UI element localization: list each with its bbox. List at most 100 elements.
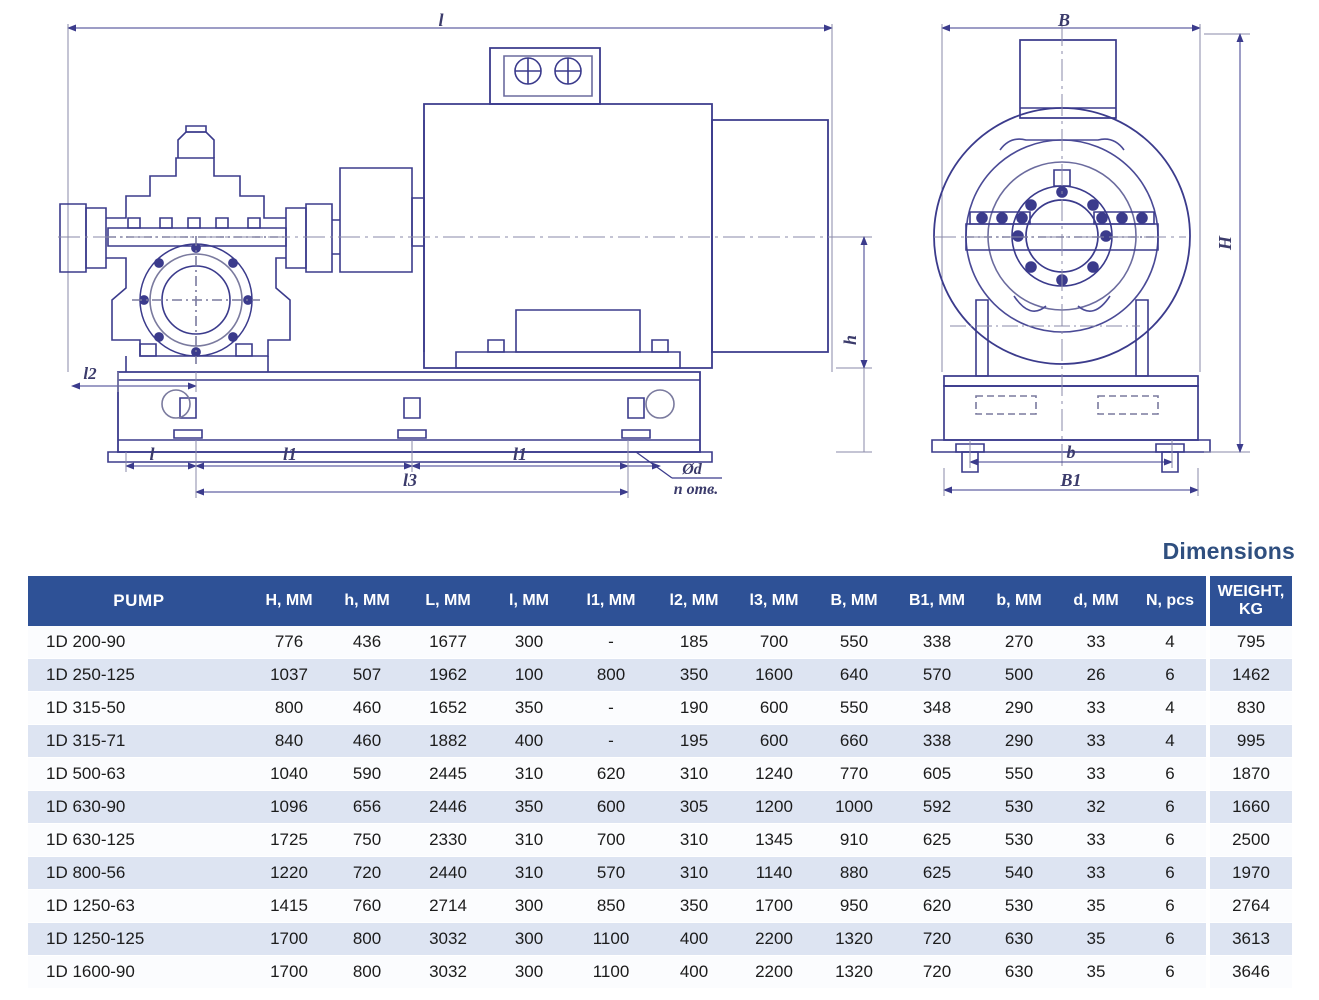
cell-B: 660 <box>814 724 894 758</box>
cell-l3: 1240 <box>734 757 814 791</box>
cell-B1: 570 <box>894 658 980 692</box>
cell-H: 840 <box>250 724 328 758</box>
cell-B: 910 <box>814 823 894 857</box>
cell-h: 760 <box>328 889 406 923</box>
cell-L: 1677 <box>406 625 490 659</box>
cell-B1: 720 <box>894 955 980 989</box>
column-header-l1: l1, MM <box>568 576 654 626</box>
table-row: 1D 1250-125 1700 800 3032 300 1100 400 2200 1320… <box>28 922 1292 956</box>
dimension-label-L: l <box>438 10 443 30</box>
cell-pump-model: 1D 315-50 <box>28 691 250 725</box>
cell-pump-model: 1D 250-125 <box>28 658 250 692</box>
cell-L: 2330 <box>406 823 490 857</box>
cell-B1: 348 <box>894 691 980 725</box>
cell-l2: 310 <box>654 856 734 890</box>
cell-b: 290 <box>980 691 1058 725</box>
table-row: 1D 500-63 1040 590 2445 310 620 310 1240 770 605 5… <box>28 757 1292 791</box>
cell-h: 656 <box>328 790 406 824</box>
cell-h: 460 <box>328 691 406 725</box>
cell-d: 35 <box>1058 889 1134 923</box>
cell-l1: 800 <box>568 658 654 692</box>
cell-l3: 600 <box>734 691 814 725</box>
dimension-label-h: h <box>840 335 860 345</box>
column-header-H: H, MM <box>250 576 328 626</box>
cell-weight: 1660 <box>1206 790 1292 824</box>
dimensions-table: PUMP H, MM h, MM L, MM l, MM l1, MM l2, … <box>28 576 1292 989</box>
cell-H: 1700 <box>250 922 328 956</box>
cell-pump-model: 1D 1600-90 <box>28 955 250 989</box>
table-row: 1D 250-125 1037 507 1962 100 800 350 1600 640 570… <box>28 658 1292 692</box>
cell-weight: 1970 <box>1206 856 1292 890</box>
cell-B1: 605 <box>894 757 980 791</box>
cell-B: 1320 <box>814 922 894 956</box>
cell-L: 2446 <box>406 790 490 824</box>
cell-weight: 2500 <box>1206 823 1292 857</box>
cell-pump-model: 1D 630-125 <box>28 823 250 857</box>
cell-L: 3032 <box>406 922 490 956</box>
cell-l: 350 <box>490 691 568 725</box>
cell-H: 1415 <box>250 889 328 923</box>
cell-B: 640 <box>814 658 894 692</box>
cell-L: 1962 <box>406 658 490 692</box>
cell-H: 1096 <box>250 790 328 824</box>
cell-h: 507 <box>328 658 406 692</box>
dimensions-section-title: Dimensions <box>1162 538 1295 564</box>
column-header-l2: l2, MM <box>654 576 734 626</box>
cell-L: 1882 <box>406 724 490 758</box>
cell-H: 1040 <box>250 757 328 791</box>
cell-N: 6 <box>1134 790 1208 824</box>
cell-d: 35 <box>1058 922 1134 956</box>
dimension-label-B1: B1 <box>1059 470 1081 490</box>
cell-weight: 1870 <box>1206 757 1292 791</box>
cell-B: 1000 <box>814 790 894 824</box>
cell-N: 6 <box>1134 889 1208 923</box>
cell-b: 630 <box>980 922 1058 956</box>
cell-l2: 310 <box>654 823 734 857</box>
cell-l: 300 <box>490 922 568 956</box>
cell-L: 1652 <box>406 691 490 725</box>
cell-l: 350 <box>490 790 568 824</box>
column-header-b: b, MM <box>980 576 1058 626</box>
cell-b: 630 <box>980 955 1058 989</box>
table-row: 1D 1600-90 1700 800 3032 300 1100 400 2200 1320 7… <box>28 955 1292 989</box>
cell-pump-model: 1D 1250-125 <box>28 922 250 956</box>
column-header-B: B, MM <box>814 576 894 626</box>
table-header-row: PUMP H, MM h, MM L, MM l, MM l1, MM l2, … <box>28 576 1292 626</box>
cell-l3: 600 <box>734 724 814 758</box>
cell-B: 770 <box>814 757 894 791</box>
cell-b: 500 <box>980 658 1058 692</box>
table-row: 1D 315-71 840 460 1882 400-195 600 660 338 290 33… <box>28 724 1292 758</box>
cell-l1: - <box>568 691 654 725</box>
cell-h: 720 <box>328 856 406 890</box>
cell-l: 310 <box>490 757 568 791</box>
column-header-weight: WEIGHT, KG <box>1206 576 1292 626</box>
column-header-B1: B1, MM <box>894 576 980 626</box>
cell-N: 4 <box>1134 691 1208 725</box>
dimension-label-l3: l3 <box>403 470 417 490</box>
dimension-label-l1-first: l1 <box>283 444 297 464</box>
cell-weight: 2764 <box>1206 889 1292 923</box>
cell-N: 4 <box>1134 625 1208 659</box>
dimension-label-l: l <box>149 444 154 464</box>
cell-l1: 700 <box>568 823 654 857</box>
column-header-pump: PUMP <box>28 576 250 626</box>
column-header-N: N, pcs <box>1134 576 1208 626</box>
cell-pump-model: 1D 800-56 <box>28 856 250 890</box>
cell-B1: 625 <box>894 856 980 890</box>
cell-b: 270 <box>980 625 1058 659</box>
cell-B1: 338 <box>894 724 980 758</box>
cell-weight: 795 <box>1206 625 1292 659</box>
cell-l2: 350 <box>654 889 734 923</box>
cell-l2: 190 <box>654 691 734 725</box>
cell-L: 2440 <box>406 856 490 890</box>
cell-l1: 600 <box>568 790 654 824</box>
table-row: 1D 630-125 1725 750 2330 310 700 310 1345 910 625… <box>28 823 1292 857</box>
cell-l: 400 <box>490 724 568 758</box>
table-row: 1D 1250-63 1415 760 2714 300 850 350 1700 950 620… <box>28 889 1292 923</box>
cell-b: 530 <box>980 889 1058 923</box>
column-header-L: L, MM <box>406 576 490 626</box>
cell-l3: 700 <box>734 625 814 659</box>
cell-B1: 592 <box>894 790 980 824</box>
cell-b: 530 <box>980 823 1058 857</box>
cell-H: 1700 <box>250 955 328 989</box>
